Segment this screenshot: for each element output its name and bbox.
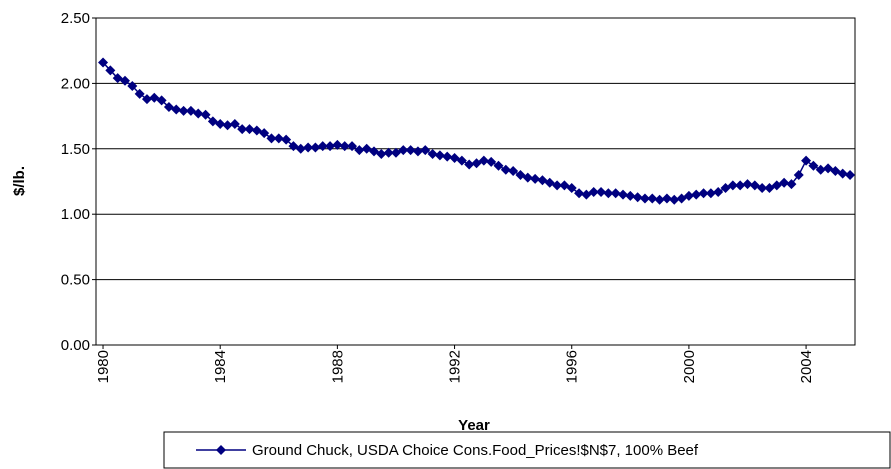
marker <box>639 193 650 204</box>
marker <box>171 104 182 115</box>
marker <box>610 188 621 199</box>
marker <box>273 133 284 144</box>
marker <box>303 142 314 153</box>
x-tick-label: 1996 <box>564 350 581 383</box>
marker <box>522 172 533 183</box>
marker <box>815 164 826 175</box>
marker <box>259 128 270 139</box>
marker <box>530 173 541 184</box>
x-tick-label: 1980 <box>95 350 112 383</box>
marker <box>661 193 672 204</box>
marker <box>398 145 409 156</box>
marker <box>215 118 226 129</box>
marker <box>178 105 189 116</box>
marker <box>420 145 431 156</box>
marker <box>647 193 658 204</box>
marker <box>156 95 167 106</box>
marker <box>757 183 768 194</box>
y-tick-label: 2.00 <box>61 75 90 92</box>
marker <box>200 109 211 120</box>
marker <box>456 155 467 166</box>
marker <box>383 147 394 158</box>
marker <box>478 155 489 166</box>
marker <box>508 166 519 177</box>
marker <box>376 149 387 160</box>
marker <box>691 189 702 200</box>
y-tick-label: 0.00 <box>61 337 90 354</box>
marker <box>464 159 475 170</box>
legend-label: Ground Chuck, USDA Choice Cons.Food_Pric… <box>252 442 699 459</box>
marker <box>266 133 277 144</box>
x-tick-label: 1988 <box>329 350 346 383</box>
marker <box>566 183 577 194</box>
x-tick-label: 1984 <box>212 350 229 383</box>
marker <box>339 141 350 152</box>
marker <box>735 180 746 191</box>
marker <box>332 139 343 150</box>
marker <box>237 124 248 135</box>
marker <box>705 188 716 199</box>
legend-marker <box>216 445 226 455</box>
marker <box>574 188 585 199</box>
marker <box>493 160 504 171</box>
marker <box>281 134 292 145</box>
marker <box>354 145 365 156</box>
marker <box>222 120 233 131</box>
marker <box>347 141 358 152</box>
marker <box>427 149 438 160</box>
y-axis-title: $/lb. <box>11 166 28 196</box>
marker <box>793 169 804 180</box>
legend <box>163 431 891 469</box>
marker <box>405 145 416 156</box>
marker <box>98 57 109 68</box>
marker <box>713 186 724 197</box>
x-tick-label: 2000 <box>681 350 698 383</box>
marker <box>786 179 797 190</box>
marker <box>486 156 497 167</box>
marker <box>295 143 306 154</box>
marker <box>837 168 848 179</box>
marker <box>127 81 138 92</box>
marker <box>310 142 321 153</box>
y-tick-label: 0.50 <box>61 272 90 289</box>
marker <box>845 169 856 180</box>
marker <box>596 186 607 197</box>
marker <box>434 150 445 161</box>
marker <box>801 155 812 166</box>
marker <box>683 190 694 201</box>
marker <box>742 179 753 190</box>
marker <box>654 194 665 205</box>
marker <box>779 177 790 188</box>
x-tick-label: 2004 <box>798 350 815 383</box>
marker <box>500 164 511 175</box>
marker <box>552 180 563 191</box>
y-tick-label: 1.00 <box>61 206 90 223</box>
marker <box>244 124 255 135</box>
marker <box>808 160 819 171</box>
marker <box>669 194 680 205</box>
marker <box>229 118 240 129</box>
y-tick-label: 1.50 <box>61 141 90 158</box>
y-tick-label: 2.50 <box>61 10 90 27</box>
marker <box>193 108 204 119</box>
marker <box>625 190 636 201</box>
marker <box>617 189 628 200</box>
marker <box>727 180 738 191</box>
marker <box>442 151 453 162</box>
marker <box>317 141 328 152</box>
marker <box>105 65 116 76</box>
marker <box>698 188 709 199</box>
marker <box>141 94 152 105</box>
x-axis-title: Year <box>458 417 490 434</box>
x-tick-label: 1992 <box>447 350 464 383</box>
marker <box>134 88 145 99</box>
marker <box>632 192 643 203</box>
marker <box>603 188 614 199</box>
marker <box>120 75 131 86</box>
marker <box>325 141 336 152</box>
marker <box>412 146 423 157</box>
marker <box>588 186 599 197</box>
